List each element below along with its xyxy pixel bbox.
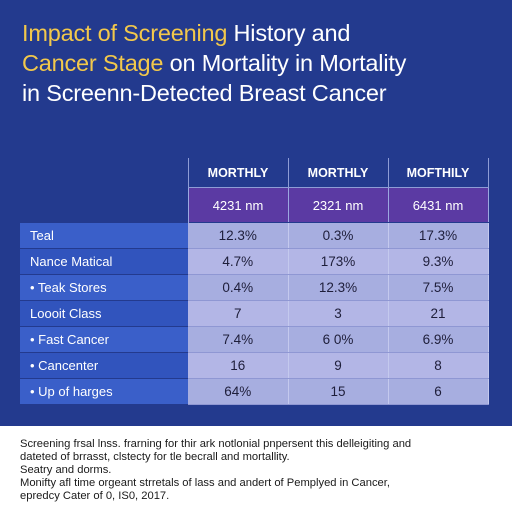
row-label: Nance Matical <box>20 248 188 275</box>
column-header: MORTHLY <box>288 158 389 188</box>
table-cell: 15 <box>288 378 389 405</box>
subheader-row: 4231 nm 2321 nm 6431 nm <box>20 187 489 223</box>
footer-notes: Screening frsal lnss. frarning for thir … <box>0 426 512 512</box>
footer-line: Monifty afl time orgeant strretals of la… <box>20 477 390 489</box>
column-header: MOFTHILY <box>388 158 489 188</box>
table-row: • Cancenter 16 9 8 <box>20 352 489 379</box>
row-label: Teal <box>20 222 188 249</box>
table-row: • Teak Stores 0.4% 12.3% 7.5% <box>20 274 489 301</box>
title-highlight-2: Cancer Stage <box>22 50 164 76</box>
footer-line: epredcy Cater of 0, IS0, 2017. <box>20 490 170 502</box>
row-label: • Cancenter <box>20 352 188 379</box>
row-label: • Up of harges <box>20 378 188 405</box>
table-cell: 12.3% <box>188 222 289 249</box>
subheader-cell: 4231 nm <box>188 187 289 223</box>
title-line-3: in Screenn-Detected Breast Cancer <box>22 80 387 106</box>
table-cell: 8 <box>388 352 489 379</box>
header-row: MORTHLY MORTHLY MOFTHILY <box>20 158 489 188</box>
title-rest-1: History and <box>227 20 351 46</box>
table-cell: 12.3% <box>288 274 389 301</box>
table-cell: 16 <box>188 352 289 379</box>
footer-line: dateted of brrasst, clstecty for tle bec… <box>20 451 290 463</box>
table-cell: 64% <box>188 378 289 405</box>
table-cell: 7.4% <box>188 326 289 353</box>
footer-line: Screening frsal lnss. frarning for thir … <box>20 438 412 450</box>
table-cell: 3 <box>288 300 389 327</box>
table-cell: 7.5% <box>388 274 489 301</box>
subheader-cell: 6431 nm <box>388 187 489 223</box>
title-highlight-1: Impact of Screening <box>22 20 228 46</box>
data-table: MORTHLY MORTHLY MOFTHILY 4231 nm 2321 nm… <box>20 158 489 405</box>
table-row: Teal 12.3% 0.3% 17.3% <box>20 222 489 249</box>
chart-title: Impact of Screening History and Cancer S… <box>22 18 502 108</box>
row-label: • Teak Stores <box>20 274 188 301</box>
table-row: Nance Matical 4.7% 173% 9.3% <box>20 248 489 275</box>
table-cell: 4.7% <box>188 248 289 275</box>
row-label: • Fast Cancer <box>20 326 188 353</box>
subheader-corner <box>20 187 189 223</box>
table-cell: 7 <box>188 300 289 327</box>
table-cell: 0.3% <box>288 222 389 249</box>
footer-line: Seatry and dorms. <box>20 464 112 476</box>
title-line-2: Cancer Stage on Mortality in Mortality <box>22 48 502 78</box>
table-cell: 173% <box>288 248 389 275</box>
header-corner <box>20 158 189 188</box>
table-cell: 9 <box>288 352 389 379</box>
title-line-1: Impact of Screening History and <box>22 18 502 48</box>
column-header: MORTHLY <box>188 158 289 188</box>
table-cell: 6.9% <box>388 326 489 353</box>
table-row: Loooit Class 7 3 21 <box>20 300 489 327</box>
table-cell: 9.3% <box>388 248 489 275</box>
title-rest-2: on Mortality in Mortality <box>163 50 407 76</box>
row-label: Loooit Class <box>20 300 188 327</box>
table-cell: 21 <box>388 300 489 327</box>
table-cell: 6 <box>388 378 489 405</box>
subheader-cell: 2321 nm <box>288 187 389 223</box>
table-cell: 17.3% <box>388 222 489 249</box>
table-row: • Fast Cancer 7.4% 6 0% 6.9% <box>20 326 489 353</box>
table-row: • Up of harges 64% 15 6 <box>20 378 489 405</box>
table-cell: 0.4% <box>188 274 289 301</box>
table-cell: 6 0% <box>288 326 389 353</box>
